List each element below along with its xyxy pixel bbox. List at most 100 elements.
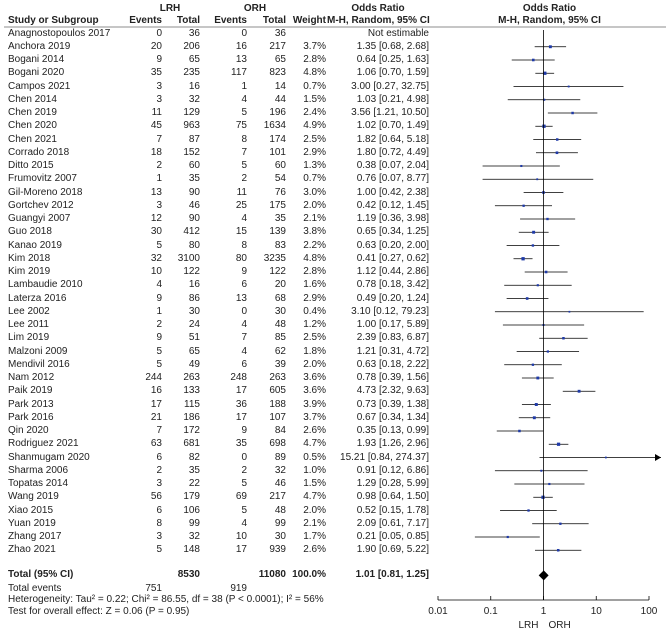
events-orh: 6 xyxy=(241,279,247,291)
study-or-ci: 0.52 [0.15, 1.78] xyxy=(356,504,429,516)
events-lrh: 2 xyxy=(156,464,162,476)
point-estimate xyxy=(556,442,561,446)
total-orh: 698 xyxy=(269,438,286,450)
total-lrh: 179 xyxy=(183,491,200,503)
study-or-ci: 1.19 [0.36, 3.98] xyxy=(356,213,429,224)
study-name: Zhang 2017 xyxy=(8,531,62,542)
favours-right-label: ORH xyxy=(549,620,571,631)
total-lrh: 129 xyxy=(183,107,200,118)
total-lrh: 30 xyxy=(188,305,200,317)
study-weight: 3.8% xyxy=(303,226,326,238)
total-lrh: 99 xyxy=(188,517,200,529)
total-or-ci: 1.01 [0.81, 1.25] xyxy=(355,569,429,581)
study-weight: 0.4% xyxy=(303,305,326,317)
study-name: Paik 2019 xyxy=(8,385,53,397)
study-weight: 1.5% xyxy=(303,93,326,105)
total-lrh: 186 xyxy=(183,411,200,423)
study-name: Anagnostopoulos 2017 xyxy=(8,27,111,39)
study-weight: 1.2% xyxy=(303,319,326,330)
study-weight: 2.9% xyxy=(303,292,326,304)
point-estimate xyxy=(531,244,535,247)
total-label: Total (95% CI) xyxy=(8,569,74,581)
study-name: Xiao 2015 xyxy=(8,504,54,516)
study-weight: 0.5% xyxy=(303,451,326,463)
study-or-ci: 1.21 [0.31, 4.72] xyxy=(356,345,429,357)
point-estimate xyxy=(555,151,559,155)
study-name: Gortchev 2012 xyxy=(8,199,74,211)
total-orh: 68 xyxy=(274,292,286,304)
total-lrh: 133 xyxy=(183,385,200,397)
point-estimate xyxy=(543,71,547,75)
total-lrh: 152 xyxy=(183,146,200,158)
total-orh: 48 xyxy=(274,319,286,330)
events-lrh: 2 xyxy=(156,160,162,171)
study-name: Lee 2002 xyxy=(8,305,50,317)
header-events-lrh: Events xyxy=(129,15,162,26)
header-odds-ratio: Odds Ratio xyxy=(351,3,405,14)
point-estimate xyxy=(541,495,545,499)
total-lrh: 65 xyxy=(188,345,200,357)
total-lrh: 36 xyxy=(188,27,200,39)
study-weight: 2.0% xyxy=(303,358,326,370)
study-weight: 1.7% xyxy=(303,531,326,542)
point-estimate xyxy=(531,363,535,366)
events-lrh: 3 xyxy=(156,93,162,105)
study-name: Park 2013 xyxy=(8,398,54,410)
events-lrh: 21 xyxy=(150,411,162,423)
study-or-ci: 0.64 [0.25, 1.63] xyxy=(356,54,429,65)
total-lrh: 35 xyxy=(188,173,200,185)
total-lrh: 49 xyxy=(188,358,200,370)
total-events-lrh: 751 xyxy=(145,582,162,594)
total-lrh: 32 xyxy=(188,531,200,542)
events-lrh: 30 xyxy=(150,226,162,238)
point-estimate xyxy=(546,217,549,221)
events-lrh: 11 xyxy=(151,107,162,118)
study-or-ci: 0.78 [0.39, 1.56] xyxy=(356,372,429,383)
study-name: Shanmugam 2020 xyxy=(8,451,90,463)
study-or-ci: 0.73 [0.39, 1.38] xyxy=(356,398,429,410)
total-orh: 62 xyxy=(274,345,286,357)
events-lrh: 9 xyxy=(156,332,162,344)
study-name: Kim 2019 xyxy=(8,266,51,277)
study-name: Sharma 2006 xyxy=(8,464,69,476)
events-orh: 0 xyxy=(241,27,247,39)
header-lrh: LRH xyxy=(159,3,181,14)
study-or-ci: 0.41 [0.27, 0.62] xyxy=(356,252,429,264)
point-estimate xyxy=(556,548,560,552)
total-orh: 76 xyxy=(274,186,286,198)
study-or-ci: 1.93 [1.26, 2.96] xyxy=(356,438,429,450)
total-lrh: 115 xyxy=(184,398,200,410)
events-orh: 36 xyxy=(235,398,247,410)
header-study: Study or Subgroup xyxy=(8,15,99,26)
study-name: Park 2016 xyxy=(8,411,54,423)
point-estimate xyxy=(568,310,571,313)
events-lrh: 9 xyxy=(156,292,162,304)
study-weight: 0.7% xyxy=(303,173,326,185)
header-method: M-H, Random, 95% CI xyxy=(327,15,430,26)
study-or-ci: 0.38 [0.07, 2.04] xyxy=(356,160,429,171)
study-weight: 1.3% xyxy=(303,160,326,171)
study-or-ci: 1.03 [0.21, 4.98] xyxy=(356,93,429,105)
events-orh: 17 xyxy=(235,385,247,397)
total-orh: 84 xyxy=(274,425,286,436)
study-name: Kim 2018 xyxy=(8,252,51,264)
point-estimate xyxy=(571,111,574,115)
study-weight: 2.2% xyxy=(303,239,326,251)
total-lrh: 122 xyxy=(183,266,200,277)
events-lrh: 1 xyxy=(156,173,162,185)
point-estimate xyxy=(531,58,535,62)
events-orh: 35 xyxy=(235,438,247,450)
point-estimate xyxy=(577,389,581,393)
total-lrh: 90 xyxy=(188,213,200,224)
total-lrh: 51 xyxy=(188,332,200,344)
study-name: Chen 2020 xyxy=(8,120,57,132)
events-orh: 9 xyxy=(241,266,247,277)
header-orh: ORH xyxy=(243,3,267,14)
events-lrh: 244 xyxy=(145,372,162,383)
study-weight: 1.5% xyxy=(303,478,326,489)
point-estimate xyxy=(540,469,543,472)
total-orh: 14 xyxy=(274,80,286,92)
total-orh: 85 xyxy=(274,332,286,344)
events-orh: 248 xyxy=(230,372,247,383)
study-or-ci: 1.82 [0.64, 5.18] xyxy=(356,133,429,145)
